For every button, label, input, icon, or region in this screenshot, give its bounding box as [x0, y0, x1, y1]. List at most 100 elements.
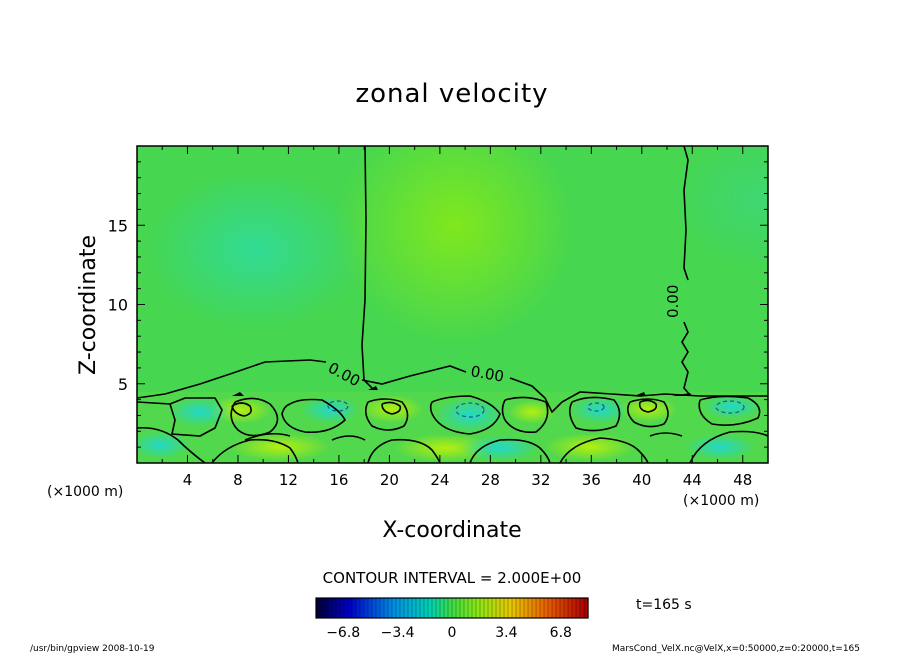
negative-contour — [455, 402, 485, 418]
negative-contour — [587, 402, 605, 412]
colorbar-segment — [520, 598, 525, 618]
contour-cell — [501, 396, 549, 434]
colorbar-segment — [488, 598, 493, 618]
colorbar-segment — [432, 598, 437, 618]
y-axis-ticks: 5 10 15 — [108, 161, 768, 448]
colorbar-tick-label: 6.8 — [550, 625, 572, 641]
colorbar-segment — [340, 598, 345, 618]
colorbar-segment — [468, 598, 473, 618]
contour-small-cell — [638, 399, 658, 413]
colorbar-segment — [428, 598, 433, 618]
contour-cell — [568, 396, 621, 432]
x-unit-left: (×1000 m) — [47, 484, 123, 500]
colorbar-segment — [440, 598, 445, 618]
negative-contours — [327, 400, 745, 418]
x-tick-label: 24 — [430, 471, 449, 489]
colorbar-segment — [460, 598, 465, 618]
colorbar-segment — [552, 598, 557, 618]
contour-shear-line — [137, 359, 768, 414]
contour-cell — [364, 398, 409, 431]
cell-positive — [545, 433, 635, 461]
shear-marker — [368, 386, 378, 390]
contour-vertical-right — [681, 146, 691, 396]
colorbar-segment — [356, 598, 361, 618]
colorbar-segment — [424, 598, 429, 618]
contour-cell — [137, 397, 223, 437]
x-axis-label: X-coordinate — [382, 518, 521, 543]
contour-cell — [429, 395, 501, 435]
y-tick-label: 10 — [108, 296, 128, 315]
colorbar-segment — [584, 598, 589, 618]
cell-negative — [702, 395, 762, 419]
colorbar-segment — [444, 598, 449, 618]
colorbar-segment — [548, 598, 553, 618]
colorbar-segment — [416, 598, 421, 618]
colorbar-segment — [412, 598, 417, 618]
negative-contour — [327, 400, 349, 412]
y-tick-label: 5 — [118, 375, 128, 394]
colorbar-segment — [496, 598, 501, 618]
cell-negative — [570, 396, 630, 424]
contour-cell — [230, 397, 279, 437]
x-tick-label: 12 — [279, 471, 298, 489]
colorbar-segment — [388, 598, 393, 618]
x-tick-label: 44 — [683, 471, 702, 489]
colorbar-segment — [504, 598, 509, 618]
contour-cell — [626, 398, 669, 428]
y-tick-label: 15 — [108, 216, 128, 235]
colorbar-segment — [404, 598, 409, 618]
colorbar-segment — [544, 598, 549, 618]
contour-mid — [244, 432, 683, 441]
zero-contours — [137, 146, 768, 463]
colorbar-segment — [324, 598, 329, 618]
cell-negative — [137, 431, 190, 459]
shear-markers — [232, 386, 692, 396]
colorbar-tick-labels: −6.8 −3.4 0 3.4 6.8 — [326, 625, 572, 641]
colorbar-segment — [448, 598, 453, 618]
colorbar-segment — [480, 598, 485, 618]
colorbar-segment — [556, 598, 561, 618]
colorbar-tick-label: 0 — [448, 625, 457, 641]
colorbar-segment — [332, 598, 337, 618]
colorbar-segment — [436, 598, 441, 618]
cell-positive — [508, 400, 556, 424]
negative-contour — [715, 400, 745, 414]
colorbar-segment — [400, 598, 405, 618]
colorbar-segment — [372, 598, 377, 618]
colorbar-segment — [336, 598, 341, 618]
contour-lower — [137, 426, 768, 463]
footer-left: /usr/bin/gpview 2008-10-19 — [30, 644, 155, 654]
y-axis-label: Z-coordinate — [76, 235, 101, 375]
colorbar-segment — [328, 598, 333, 618]
colorbar-segment — [344, 598, 349, 618]
colorbar-segment — [568, 598, 573, 618]
colorbar-segment — [396, 598, 401, 618]
contour-interval: CONTOUR INTERVAL = 2.000E+00 — [323, 569, 582, 587]
x-tick-label: 16 — [329, 471, 348, 489]
colorbar-segment — [408, 598, 413, 618]
colorbar-segment — [540, 598, 545, 618]
colorbar-segment — [368, 598, 373, 618]
colorbar-segment — [380, 598, 385, 618]
colorbar-tick-label: −6.8 — [326, 625, 360, 641]
cell-negative — [168, 397, 232, 427]
colorbar-segment — [348, 598, 353, 618]
x-tick-label: 8 — [233, 471, 243, 489]
contour-cell — [698, 395, 761, 426]
x-axis-ticks: 4 8 12 16 20 24 28 32 36 40 44 48 — [161, 146, 752, 489]
footer-right: MarsCond_VelX.nc@VelX,x=0:50000,z=0:2000… — [612, 644, 860, 654]
chart-title: zonal velocity — [355, 79, 548, 109]
shear-marker — [634, 392, 646, 396]
contour-small-cell — [381, 401, 402, 415]
contour-label: 0.00 — [469, 362, 505, 386]
colorbar-segment — [528, 598, 533, 618]
colorbar-segment — [536, 598, 541, 618]
shear-marker — [672, 393, 692, 396]
shear-marker — [232, 392, 244, 396]
cell-negative — [685, 434, 755, 460]
colorbar-segment — [508, 598, 513, 618]
cell-negative — [460, 435, 540, 461]
colorbar-segment — [560, 598, 565, 618]
contour-label: 0.00 — [664, 285, 682, 318]
